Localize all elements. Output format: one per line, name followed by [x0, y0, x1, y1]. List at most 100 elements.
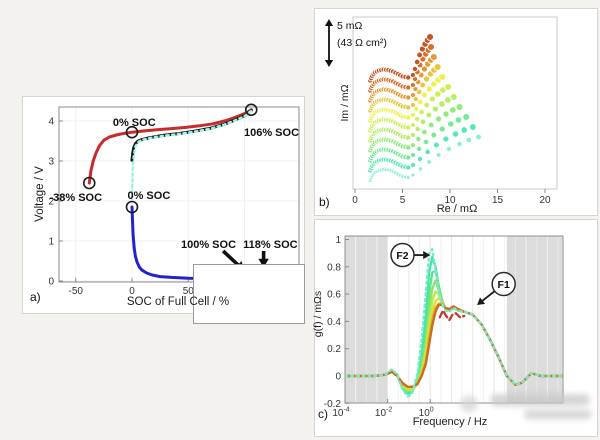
b-scalebar-value: 5 mΩ: [337, 20, 363, 32]
b-series-59%: [367, 73, 447, 124]
data-point: [426, 159, 432, 165]
a-ytick: 0: [48, 277, 54, 288]
a-ylabel: Voltage / V: [34, 166, 46, 222]
a-annotation-text: 0% SOC: [113, 117, 156, 129]
data-point: [455, 103, 464, 111]
data-point: [462, 113, 471, 121]
b-series-19%: [367, 113, 471, 164]
a-xtick: 0: [129, 286, 135, 297]
data-point: [405, 104, 412, 111]
data-point: [409, 82, 416, 88]
soc-ring-marker: [82, 176, 96, 190]
data-point: [414, 125, 421, 133]
data-point: [446, 145, 453, 153]
a-annotation-text: -38% SOC: [49, 192, 102, 204]
b-panel-letter: b): [319, 195, 330, 209]
data-point: [475, 133, 482, 141]
c-panel-letter: c): [318, 407, 328, 421]
data-point: [405, 144, 412, 151]
data-point: [409, 72, 416, 78]
data-point: [447, 120, 455, 128]
data-point: [425, 111, 433, 119]
a-ytick: 3: [48, 157, 54, 168]
c-xtick: 10-2: [375, 407, 392, 420]
data-point: [417, 166, 424, 172]
c-ytick: 0.6: [327, 290, 341, 301]
c-annotation-label: F2: [396, 250, 408, 262]
a-panel-letter: a): [30, 290, 41, 304]
data-point: [449, 93, 458, 101]
data-point: [405, 134, 412, 141]
b-series-29%: [367, 103, 464, 154]
b-series-69%: [367, 63, 442, 114]
data-point: [405, 154, 412, 161]
data-point: [409, 122, 416, 128]
data-point: [431, 105, 439, 113]
c-ytick: -0.2: [324, 399, 342, 410]
b-scalebar-area: (43 Ω cm²): [337, 37, 387, 49]
data-point: [444, 96, 452, 104]
b-xtick: 10: [444, 195, 456, 206]
data-point: [405, 74, 412, 81]
data-point: [424, 148, 431, 156]
a-xlabel: SOC of Full Cell / %: [126, 296, 230, 308]
series-cathode-anode: [130, 109, 253, 201]
data-point: [409, 152, 416, 158]
data-point: [411, 65, 419, 73]
data-point: [410, 172, 416, 178]
data-point: [432, 141, 440, 149]
data-point: [416, 98, 424, 106]
data-point: [426, 33, 434, 41]
c-xlabel: Frequency / Hz: [412, 416, 488, 428]
c-xtick: 10-4: [332, 407, 349, 420]
data-point: [405, 175, 411, 180]
data-point: [430, 131, 438, 139]
data-point: [415, 135, 422, 143]
soc-ring-marker: [244, 103, 258, 117]
b-plot-box: [352, 16, 558, 190]
c-annotation-circle: [390, 242, 415, 268]
a-annotation-text: 106% SOC: [244, 127, 299, 139]
data-point: [413, 105, 420, 113]
c-annotation-arrow: [480, 290, 496, 303]
c-annotation-label: F1: [498, 279, 510, 291]
b-xlabel: Re / mΩ: [436, 203, 478, 215]
c-ylabel: g(f) / mΩs: [312, 290, 324, 338]
data-point: [409, 102, 416, 108]
c-ytick: 0: [335, 372, 341, 383]
nyquist-chart: 0 5 10 15 20: [324, 16, 558, 206]
b-xtick: 0: [352, 195, 358, 206]
b-xtick: 5: [400, 195, 406, 206]
series-cathode: [87, 108, 253, 185]
a-ytick: 4: [48, 117, 54, 128]
data-point: [460, 126, 468, 134]
data-point: [409, 142, 416, 148]
data-point: [438, 125, 446, 133]
data-point: [448, 106, 457, 114]
data-point: [422, 138, 430, 146]
data-point: [423, 101, 431, 109]
watermark-blur: [450, 388, 598, 428]
soc-ring-marker: [125, 125, 139, 139]
a-annotation-text: 118% SOC: [243, 239, 297, 251]
c-series-02: [343, 248, 564, 398]
data-point: [428, 95, 436, 103]
data-point: [442, 135, 450, 143]
b-series-39%: [367, 93, 458, 144]
a-ytick: 2: [48, 197, 54, 208]
soc-ring-marker: [125, 200, 139, 214]
data-point: [442, 110, 450, 118]
a-annotation-text: 100% SOC: [181, 239, 236, 251]
watermark-blob: [460, 396, 478, 412]
data-point: [444, 83, 453, 91]
data-point: [405, 124, 412, 131]
a-xtick: -50: [69, 286, 84, 297]
data-point: [405, 114, 412, 121]
data-point: [429, 53, 438, 61]
data-point: [418, 108, 425, 116]
data-point: [409, 162, 416, 168]
drt-chart: -0.2 0 0.2 0.4 0.6 0.8 1 10-4 10-2 100 F2 F1: [324, 235, 564, 420]
data-point: [409, 132, 416, 138]
data-point: [423, 75, 431, 83]
